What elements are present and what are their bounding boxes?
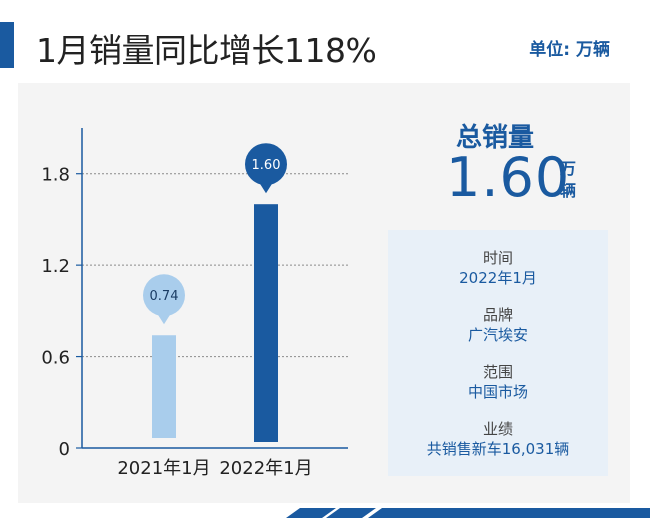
data-label: 1.60 (252, 158, 281, 173)
info-label: 范围 (482, 363, 513, 381)
unit-label: 单位: 万辆 (529, 40, 610, 60)
total-sales-value: 1.60 (446, 146, 571, 209)
info-item: 时间 2022年1月 (388, 248, 608, 288)
info-label: 品牌 (482, 306, 513, 324)
info-value: 2022年1月 (459, 269, 537, 287)
info-item: 品牌 广汽埃安 (388, 305, 608, 345)
footer-stripes (286, 508, 650, 518)
total-sales-unit-char: 辆 (560, 181, 577, 200)
data-label-pointer (157, 313, 171, 325)
y-tick-label: 0.6 (41, 348, 70, 369)
title-bar: 1月销量同比增长118% 单位: 万辆 (0, 22, 650, 70)
info-label: 时间 (482, 249, 513, 267)
info-item: 范围 中国市场 (388, 362, 608, 402)
info-value: 中国市场 (467, 383, 528, 401)
y-tick-label: 1.2 (41, 256, 70, 277)
info-item: 业绩共销售新车16,031辆 (388, 419, 608, 459)
y-tick-label: 1.8 (41, 165, 70, 186)
data-label-bubble (143, 274, 185, 317)
total-sales-unit: 万辆 (560, 158, 580, 202)
total-sales-label: 总销量 (456, 123, 535, 153)
data-label-bubble (245, 143, 287, 186)
y-tick-label: 0 (59, 439, 70, 460)
stripe-decoration (368, 508, 650, 518)
data-label: 0.74 (150, 289, 179, 304)
info-label: 业绩 (482, 420, 513, 438)
info-value: 共销售新车16,031辆 (426, 440, 570, 458)
stripe-decoration (326, 508, 376, 518)
total-sales-unit-char: 万 (560, 159, 577, 178)
stripe-decoration (286, 508, 336, 518)
data-label-pointer (259, 182, 273, 194)
bar (254, 204, 278, 442)
x-tick-label: 2022年1月 (219, 458, 312, 479)
page-title: 1月销量同比增长118% (36, 31, 377, 70)
bar (152, 335, 176, 438)
title-accent (0, 22, 14, 68)
info-list: 时间 2022年1月 品牌广汽埃安范围中国市场业绩共销售新车16,031辆 (388, 248, 608, 476)
x-tick-label: 2021年1月 (117, 458, 210, 479)
info-box: 时间 2022年1月 品牌广汽埃安范围中国市场业绩共销售新车16,031辆 (388, 230, 608, 476)
info-value: 广汽埃安 (467, 326, 528, 344)
